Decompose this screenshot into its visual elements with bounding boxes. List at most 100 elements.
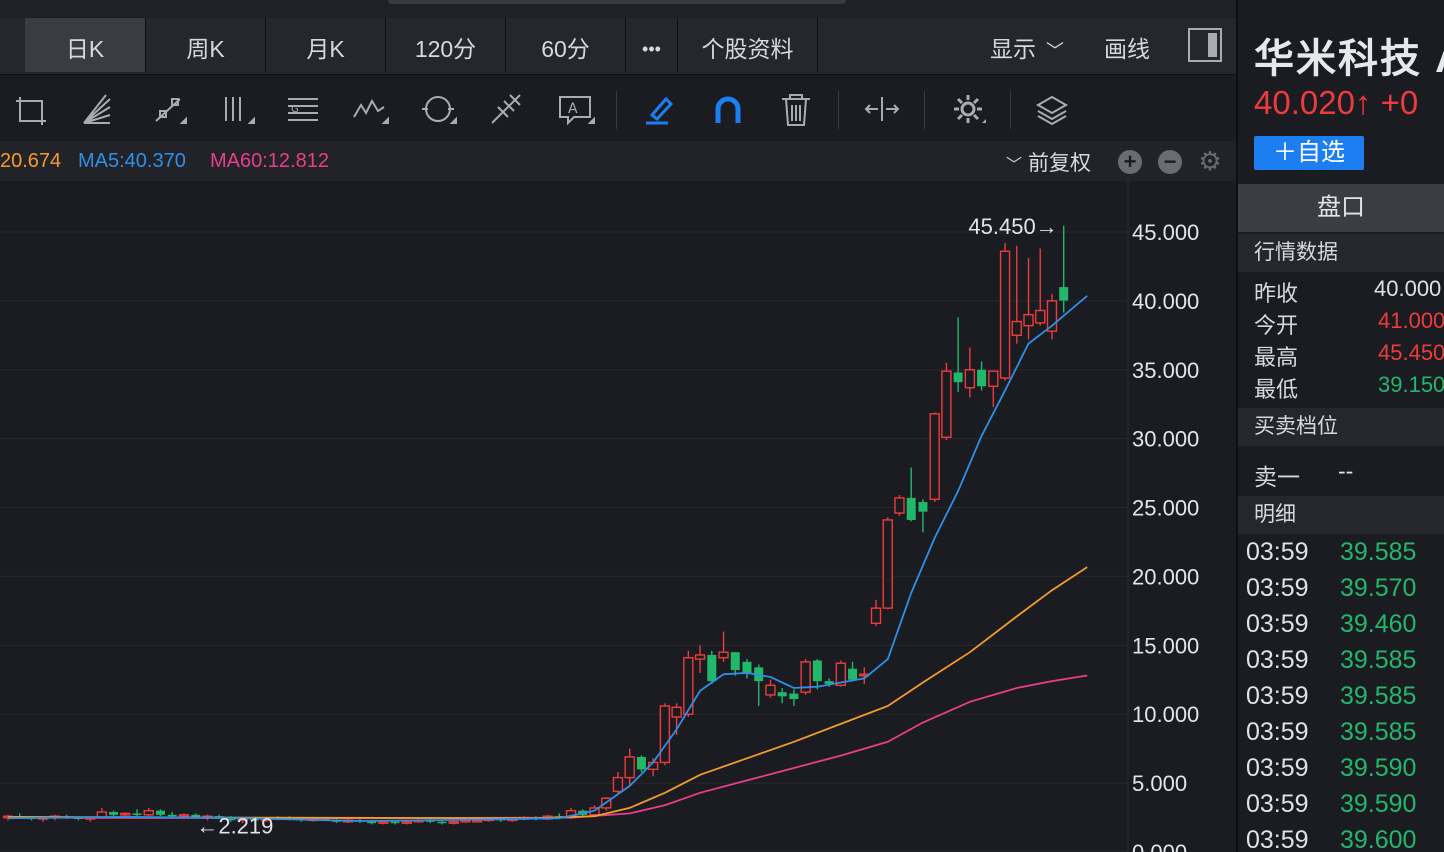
detail-price: 39.585	[1340, 538, 1417, 566]
kline-chart[interactable]: 45.000 40.000 35.000 30.000 25.000 20.000 15.0…	[0, 181, 1236, 852]
wave-icon[interactable]	[350, 89, 390, 129]
panel-toggle-icon[interactable]	[1188, 28, 1222, 62]
candle-body-up	[659, 705, 671, 764]
detail-price: 39.590	[1340, 790, 1417, 818]
candle-body-down	[132, 813, 142, 815]
ma5-value: MA5:40.370	[78, 150, 186, 172]
zoom-out-icon[interactable]: −	[1158, 150, 1182, 174]
tab-week-k[interactable]: 周K	[146, 18, 266, 72]
detail-price: 39.460	[1340, 610, 1417, 638]
adjust-label: 前复权	[1028, 152, 1092, 175]
period-tab-bar: 日K 周K 月K 120分 60分 ••• 个股资料 显示 ﹀ 画线	[0, 18, 1236, 75]
candle-body-up	[964, 369, 976, 389]
ma-partial-value: 20.674	[0, 150, 62, 172]
candle-body-up	[143, 809, 154, 816]
candle-body-up	[671, 706, 682, 718]
window-grip[interactable]	[388, 0, 846, 4]
candle-body-down	[367, 821, 377, 824]
toolbar-separator	[924, 91, 925, 129]
toolbar-separator	[838, 91, 839, 129]
svg-text:G: G	[291, 104, 299, 115]
min-price-label: ←2.219	[196, 813, 273, 838]
candle-body-down	[191, 814, 201, 818]
display-label: 显示	[990, 36, 1036, 62]
candle-body-up	[683, 657, 694, 715]
candle-body-up	[870, 607, 882, 624]
candle-body-down	[155, 810, 165, 815]
detail-time: 03:59	[1246, 538, 1309, 566]
tab-month-k[interactable]: 月K	[266, 18, 386, 72]
detail-time: 03:59	[1246, 682, 1309, 710]
prev-close-value: 40.000	[1374, 276, 1442, 301]
detail-price: 39.590	[1340, 754, 1417, 782]
draw-lines-button[interactable]: 画线	[1104, 36, 1150, 62]
candle-body-down	[730, 652, 740, 671]
detail-time: 03:59	[1246, 646, 1309, 674]
layers-icon[interactable]	[1032, 89, 1072, 129]
tab-day-k[interactable]: 日K	[25, 18, 146, 72]
magnet-icon[interactable]	[708, 89, 748, 129]
tab-120min[interactable]: 120分	[386, 18, 506, 72]
settings-icon[interactable]	[948, 89, 988, 129]
candle-body-up	[894, 497, 905, 514]
zoom-in-icon[interactable]: +	[1118, 150, 1142, 174]
add-watchlist-button[interactable]: ＋自选	[1254, 136, 1364, 170]
candle-body-up	[988, 370, 999, 387]
candle-body-down	[812, 660, 822, 682]
gear-icon[interactable]: ⚙	[1198, 146, 1222, 176]
stock-name: 华米科技 A	[1254, 26, 1444, 84]
fan-lines-icon[interactable]	[76, 89, 116, 129]
drawing-toolbar: G A	[0, 75, 1236, 141]
detail-price: 39.585	[1340, 682, 1417, 710]
detail-price: 39.570	[1340, 574, 1417, 602]
candle-body-up	[1035, 309, 1046, 324]
cycle-icon[interactable]	[418, 89, 458, 129]
market-data-header: 行情数据	[1238, 234, 1444, 272]
candle-body-up	[835, 662, 847, 686]
low-value: 39.150	[1378, 372, 1444, 397]
y-tick-label: 25.000	[1132, 496, 1199, 521]
candle-body-down	[789, 693, 799, 700]
gann-box-icon[interactable]: G	[282, 89, 322, 129]
toolbar-separator	[616, 91, 617, 129]
candle-body-up	[120, 812, 131, 816]
toolbar-separator	[1010, 91, 1011, 129]
candle-body-up	[694, 654, 706, 660]
y-tick-label: 45.000	[1132, 220, 1199, 245]
candle-body-up	[929, 413, 940, 500]
detail-time: 03:59	[1246, 574, 1309, 602]
candle-body-down	[437, 821, 447, 824]
highlighter-icon[interactable]	[640, 89, 680, 129]
stock-name-overflow: A	[1435, 37, 1444, 81]
high-value: 45.450	[1378, 340, 1444, 365]
rect-select-icon[interactable]	[10, 89, 50, 129]
plot-area	[0, 181, 1128, 852]
more-periods-button[interactable]: •••	[626, 18, 678, 72]
candle-body-up	[1046, 300, 1058, 332]
candle-body-up	[1011, 320, 1022, 337]
y-tick-label: 35.000	[1132, 358, 1199, 383]
trash-icon[interactable]	[776, 89, 816, 129]
parallel-lines-icon[interactable]	[216, 89, 256, 129]
split-view-icon[interactable]	[862, 89, 902, 129]
candle-body-down	[848, 668, 858, 680]
candle-body-up	[999, 250, 1011, 379]
pankou-tab[interactable]: 盘口	[1238, 184, 1444, 232]
candle-body-up	[765, 684, 776, 696]
segment-line-icon[interactable]	[148, 89, 188, 129]
detail-time: 03:59	[1246, 754, 1309, 782]
detail-price: 39.585	[1340, 646, 1417, 674]
tab-stock-profile[interactable]: 个股资料	[678, 18, 818, 72]
candle-body-up	[612, 776, 624, 793]
candle-body-down	[1059, 287, 1069, 301]
display-dropdown[interactable]: 显示 ﹀	[990, 18, 1064, 72]
max-price-label: 45.450→	[968, 214, 1057, 239]
adjust-dropdown[interactable]: ﹀ 前复权	[1006, 147, 1091, 177]
quote-panel: 华米科技 A 40.020↑ +0 ＋自选 盘口 行情数据 昨收 40.000 …	[1236, 0, 1444, 852]
tab-60min[interactable]: 60分	[506, 18, 626, 72]
y-tick-label: 0.000	[1132, 840, 1187, 852]
text-annotation-icon[interactable]: A	[556, 89, 596, 129]
fibonacci-icon[interactable]	[486, 89, 526, 129]
candle-body-up	[718, 651, 729, 659]
prev-close-label: 昨收	[1254, 281, 1299, 306]
